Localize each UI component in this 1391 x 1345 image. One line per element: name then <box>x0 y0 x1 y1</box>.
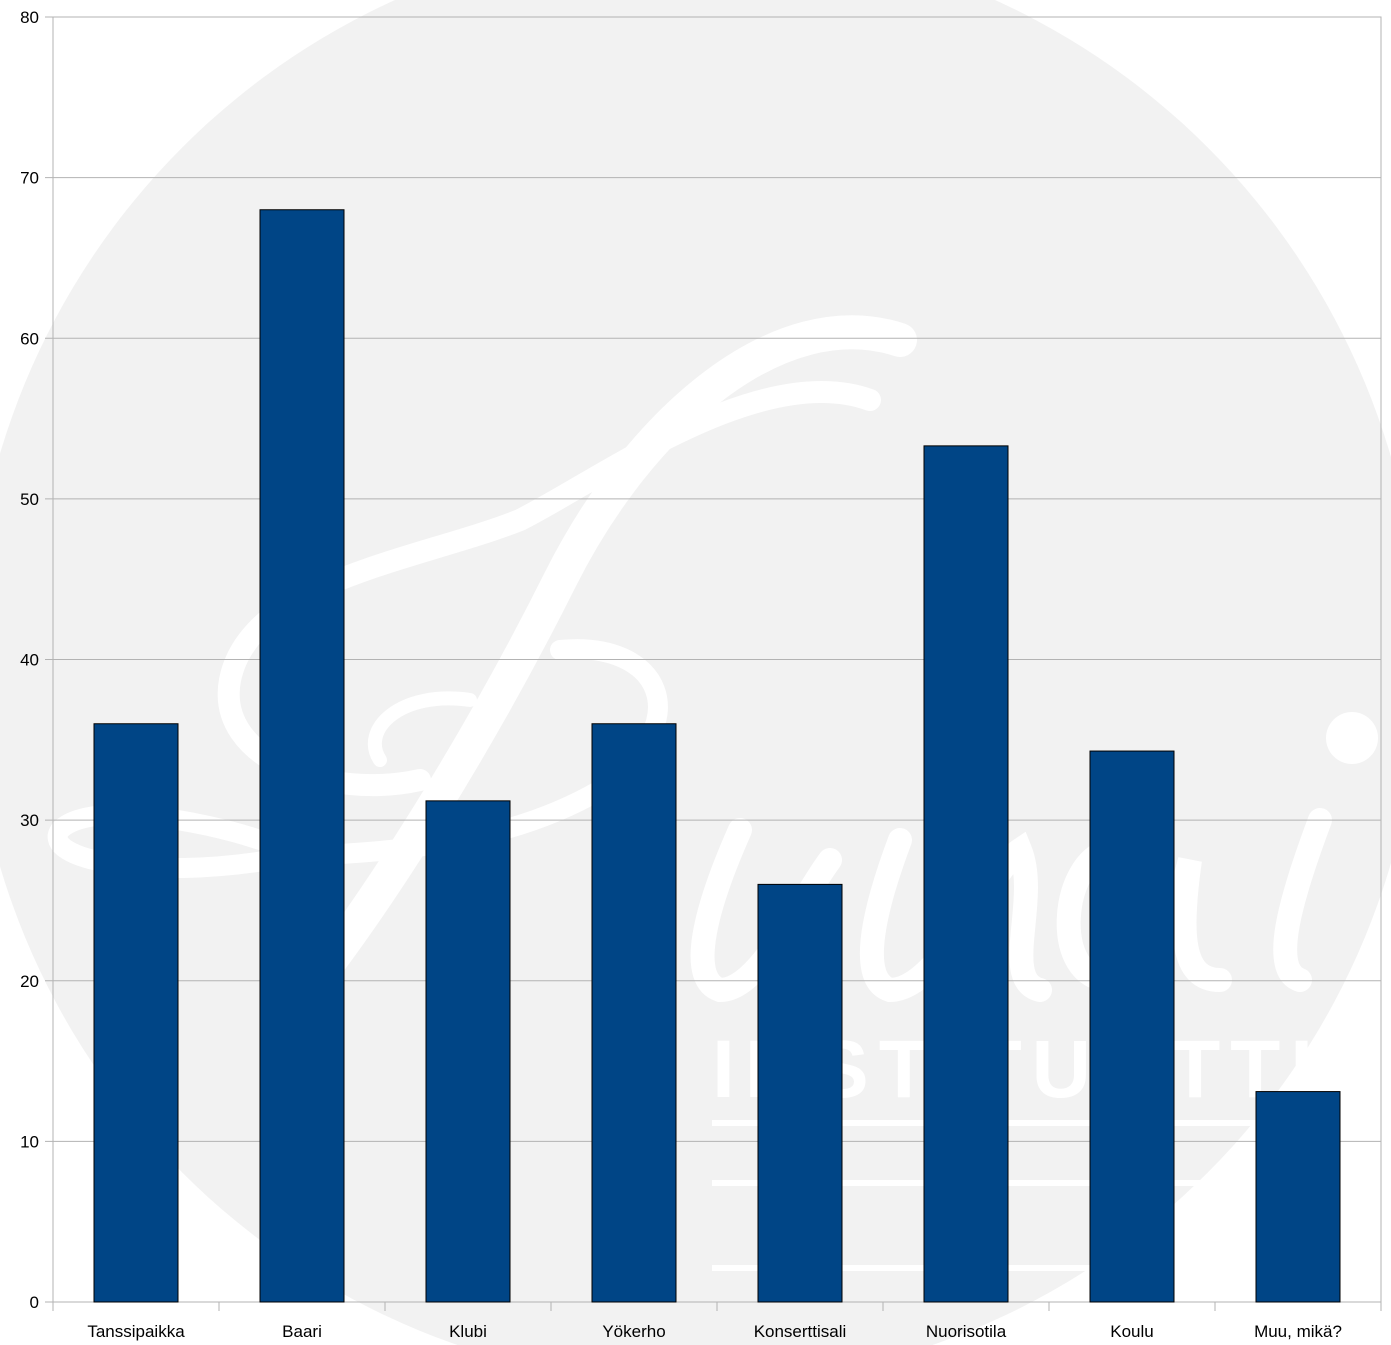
y-tick-label: 20 <box>20 972 39 991</box>
bar <box>1089 750 1175 1303</box>
bar <box>93 723 179 1303</box>
watermark-rule <box>712 1120 1372 1126</box>
y-tick-label: 0 <box>30 1293 39 1312</box>
y-tick-label: 70 <box>20 169 39 188</box>
x-tick-label: Konserttisali <box>754 1322 847 1341</box>
x-tick-label: Klubi <box>449 1322 487 1341</box>
x-tick-labels: Tanssipaikka Baari Klubi Yökerho Konserttisa… <box>87 1322 1342 1341</box>
y-tick-label: 10 <box>20 1132 39 1151</box>
bars <box>93 209 1341 1303</box>
y-tick-labels: 0 10 20 30 40 50 60 70 80 <box>20 8 39 1312</box>
bar <box>757 883 843 1303</box>
x-tick-label: Yökerho <box>602 1322 665 1341</box>
bar <box>923 445 1009 1303</box>
x-tick-label: Baari <box>282 1322 322 1341</box>
y-tick-label: 50 <box>20 490 39 509</box>
x-tick-label: Muu, mikä? <box>1254 1322 1342 1341</box>
y-tick-label: 60 <box>20 329 39 348</box>
bar <box>259 209 345 1303</box>
axes <box>45 16 1382 1311</box>
bar <box>425 800 511 1303</box>
x-tick-label: Koulu <box>1110 1322 1153 1341</box>
bar <box>591 723 677 1303</box>
x-tick-label: Tanssipaikka <box>87 1322 185 1341</box>
x-tick-label: Nuorisotila <box>926 1322 1007 1341</box>
watermark-rule <box>712 1265 1372 1271</box>
watermark-rule <box>712 1180 1372 1186</box>
bar <box>1255 1091 1341 1303</box>
y-tick-label: 40 <box>20 651 39 670</box>
watermark-logo-dot <box>1326 712 1378 764</box>
y-tick-label: 30 <box>20 811 39 830</box>
y-tick-label: 80 <box>20 8 39 27</box>
